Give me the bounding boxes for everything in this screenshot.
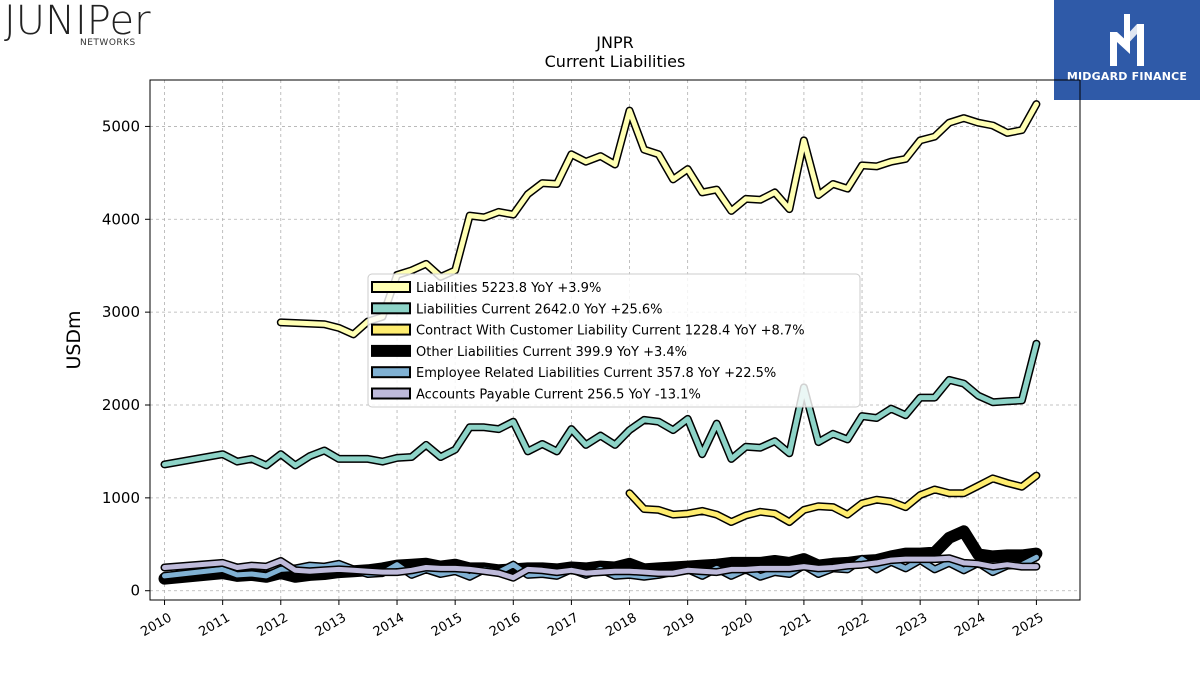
legend-label: Employee Related Liabilities Current 357… xyxy=(416,366,776,381)
legend-swatch xyxy=(371,281,411,293)
x-tick-label: 2015 xyxy=(429,610,465,640)
legend-box xyxy=(367,273,861,408)
legend-label: Accounts Payable Current 256.5 YoY -13.1… xyxy=(416,388,701,403)
legend-label: Contract With Customer Liability Current… xyxy=(416,324,805,339)
legend: Liabilities 5223.8 YoY +3.9% Liabilities … xyxy=(367,273,861,408)
y-tick-label: 5000 xyxy=(102,117,140,135)
x-tick-label: 2019 xyxy=(661,610,697,640)
x-tick-label: 2013 xyxy=(313,610,349,640)
series-layer xyxy=(158,100,1043,585)
plot-frame xyxy=(149,79,1081,601)
legend-swatch xyxy=(371,387,411,400)
y-tick-label: 1000 xyxy=(102,489,140,507)
midgard-finance-logo: MIDGARD FINANCE xyxy=(1054,0,1200,100)
x-tick-label: 2014 xyxy=(371,610,407,640)
x-tick-label: 2017 xyxy=(545,610,581,640)
x-tick-label: 2016 xyxy=(487,610,523,640)
x-tick-label: 2018 xyxy=(603,610,639,640)
x-tick-label: 2025 xyxy=(1010,610,1046,640)
y-tick-label: 0 xyxy=(130,582,140,600)
y-tick-label: 4000 xyxy=(102,210,140,228)
x-tick-label: 2012 xyxy=(255,610,291,640)
series-line xyxy=(162,341,1039,468)
y-tick-label: 3000 xyxy=(102,303,140,321)
legend-swatch xyxy=(371,302,411,315)
x-tick-label: 2021 xyxy=(778,610,814,640)
chart-title: JNPR xyxy=(595,33,633,52)
legend-label: Liabilities Current 2642.0 YoY +25.6% xyxy=(416,302,663,317)
x-tick-label: 2011 xyxy=(196,610,232,640)
midgard-logo-text: MIDGARD FINANCE xyxy=(1066,70,1188,83)
legend-label: Other Liabilities Current 399.9 YoY +3.4… xyxy=(416,345,687,360)
y-tick-label: 2000 xyxy=(102,396,140,414)
legend-swatch xyxy=(371,366,411,379)
x-tick-label: 2024 xyxy=(952,610,988,640)
juniper-logo-wordmark: JUNIPer xyxy=(4,0,151,44)
x-tick-label: 2020 xyxy=(720,610,756,640)
x-tick-label: 2022 xyxy=(836,610,872,640)
series-line xyxy=(627,473,1039,525)
midgard-logo-mark-icon xyxy=(1110,14,1144,66)
series-line xyxy=(162,555,1039,581)
legend-swatch xyxy=(371,344,411,357)
x-tick-label: 2023 xyxy=(894,610,930,640)
legend-swatch xyxy=(371,323,411,336)
juniper-networks-logo: JUNIPer NETWORKS xyxy=(4,0,164,50)
juniper-logo-subtitle: NETWORKS xyxy=(80,38,136,48)
y-axis-label: USDm xyxy=(63,310,85,369)
series-line xyxy=(278,101,1039,337)
chart-subtitle: Current Liabilities xyxy=(545,52,686,71)
legend-label: Liabilities 5223.8 YoY +3.9% xyxy=(416,281,601,296)
x-tick-label: 2010 xyxy=(138,610,174,640)
